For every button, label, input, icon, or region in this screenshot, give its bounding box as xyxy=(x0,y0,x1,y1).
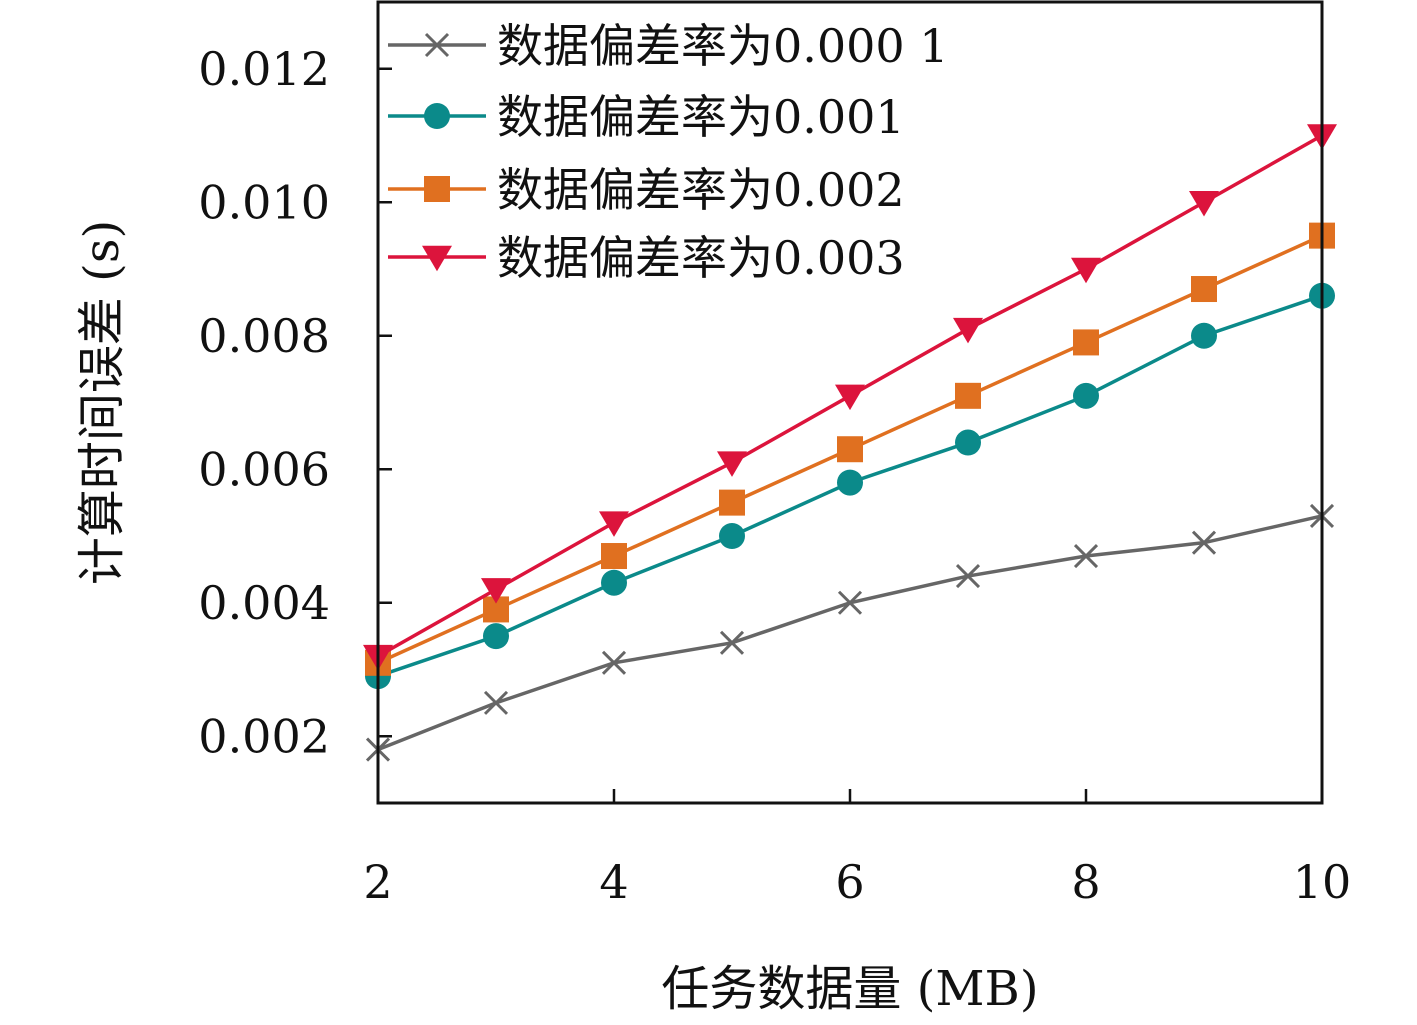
y-tick-label: 0.010 xyxy=(198,175,330,229)
data-point xyxy=(837,436,863,463)
data-point xyxy=(837,469,863,496)
legend: 数据偏差率为0.000 1 数据偏差率为0.001 数据偏差率为0.002 数据偏差率… xyxy=(388,19,949,285)
data-point xyxy=(601,650,627,675)
x-tick-label: 6 xyxy=(835,855,864,909)
data-point xyxy=(955,382,981,409)
legend-label: 数据偏差率为0.001 xyxy=(497,90,905,144)
legend-entry-2: 数据偏差率为0.001 xyxy=(388,90,905,144)
data-point xyxy=(483,623,509,650)
x-axis-title: 任务数据量 (MB) xyxy=(661,961,1038,1017)
data-point xyxy=(953,317,983,344)
x-tick-label: 8 xyxy=(1071,855,1100,909)
legend-label: 数据偏差率为0.003 xyxy=(497,231,905,285)
data-point xyxy=(837,590,863,615)
data-point xyxy=(481,578,511,604)
data-point xyxy=(599,511,629,537)
legend-marker xyxy=(422,245,452,272)
data-point xyxy=(1191,322,1217,349)
y-tick-label: 0.006 xyxy=(198,442,330,496)
y-tick-label: 0.012 xyxy=(198,42,330,96)
data-point xyxy=(719,489,745,516)
data-point xyxy=(1191,276,1217,303)
x-tick-label: 2 xyxy=(363,855,392,909)
x-tick-label: 10 xyxy=(1293,855,1352,909)
data-point xyxy=(1071,257,1101,284)
series-2 xyxy=(365,282,1335,690)
series-layer xyxy=(363,124,1337,762)
data-point xyxy=(483,690,509,715)
legend-entry-4: 数据偏差率为0.003 xyxy=(388,231,905,285)
legend-entry-1: 数据偏差率为0.000 1 xyxy=(388,19,949,73)
legend-marker xyxy=(424,103,450,129)
y-tick-label: 0.004 xyxy=(198,576,330,630)
data-point xyxy=(1073,329,1099,356)
data-point xyxy=(719,523,745,549)
legend-label: 数据偏差率为0.000 1 xyxy=(497,19,949,73)
series-3 xyxy=(365,222,1335,676)
y-tick-label: 0.002 xyxy=(198,709,330,763)
series-line xyxy=(377,514,1323,752)
legend-entry-3: 数据偏差率为0.002 xyxy=(388,163,905,217)
x-tick-label: 4 xyxy=(599,855,628,909)
data-point xyxy=(835,384,865,411)
data-point xyxy=(955,563,981,589)
data-point xyxy=(717,451,747,477)
data-point xyxy=(719,630,745,655)
data-point xyxy=(601,569,627,596)
data-point xyxy=(1073,382,1099,409)
axis-ticks: 2 4 6 8 10 0.002 0.004 0.006 0.008 0.010 0.012 xyxy=(198,42,1351,909)
legend-label: 数据偏差率为0.002 xyxy=(497,163,905,217)
y-axis-title: 计算时间误差 (s) xyxy=(74,220,130,585)
legend-marker xyxy=(424,176,450,202)
series-1 xyxy=(365,503,1335,762)
data-point xyxy=(1073,543,1099,569)
data-point xyxy=(1191,530,1217,555)
series-4 xyxy=(363,124,1337,671)
data-point xyxy=(955,429,981,456)
data-point xyxy=(1189,191,1219,217)
data-point xyxy=(601,543,627,570)
y-tick-label: 0.008 xyxy=(198,309,330,363)
legend-marker xyxy=(424,32,450,58)
